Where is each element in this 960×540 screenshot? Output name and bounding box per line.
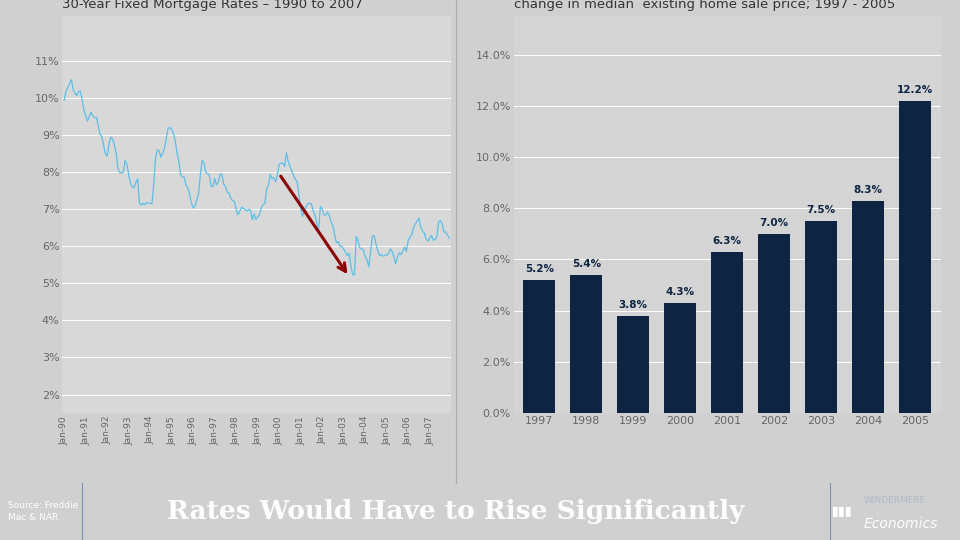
Bar <box>570 275 602 413</box>
Text: 30-Year Fixed Mortgage Rates – 1990 to 2007: 30-Year Fixed Mortgage Rates – 1990 to 2… <box>62 0 363 11</box>
Text: WINDERMERE: WINDERMERE <box>864 496 926 505</box>
Bar <box>664 303 696 413</box>
Text: 5.4%: 5.4% <box>572 259 601 269</box>
Text: 6.3%: 6.3% <box>712 236 742 246</box>
Text: Annual Change in U.S Home Sale Prices
change in median  existing home sale price: Annual Change in U.S Home Sale Prices ch… <box>514 0 895 11</box>
Bar <box>711 252 743 413</box>
Bar <box>899 100 931 413</box>
Bar <box>852 200 884 413</box>
Text: Source: Freddie
Mac & NAR: Source: Freddie Mac & NAR <box>8 501 78 522</box>
Text: 7.5%: 7.5% <box>806 205 835 215</box>
Text: 12.2%: 12.2% <box>897 85 933 95</box>
Text: 8.3%: 8.3% <box>853 185 882 195</box>
Text: 3.8%: 3.8% <box>619 300 648 310</box>
Text: Rates Would Have to Rise Significantly: Rates Would Have to Rise Significantly <box>167 499 745 524</box>
Text: 7.0%: 7.0% <box>759 218 789 228</box>
Text: 5.2%: 5.2% <box>525 264 554 274</box>
Text: ▮▮▮: ▮▮▮ <box>831 504 852 517</box>
Bar <box>523 280 556 413</box>
Text: 4.3%: 4.3% <box>665 287 695 298</box>
Bar <box>758 234 790 413</box>
Bar <box>805 221 837 413</box>
Text: Economics: Economics <box>864 517 938 531</box>
Bar <box>617 316 649 413</box>
